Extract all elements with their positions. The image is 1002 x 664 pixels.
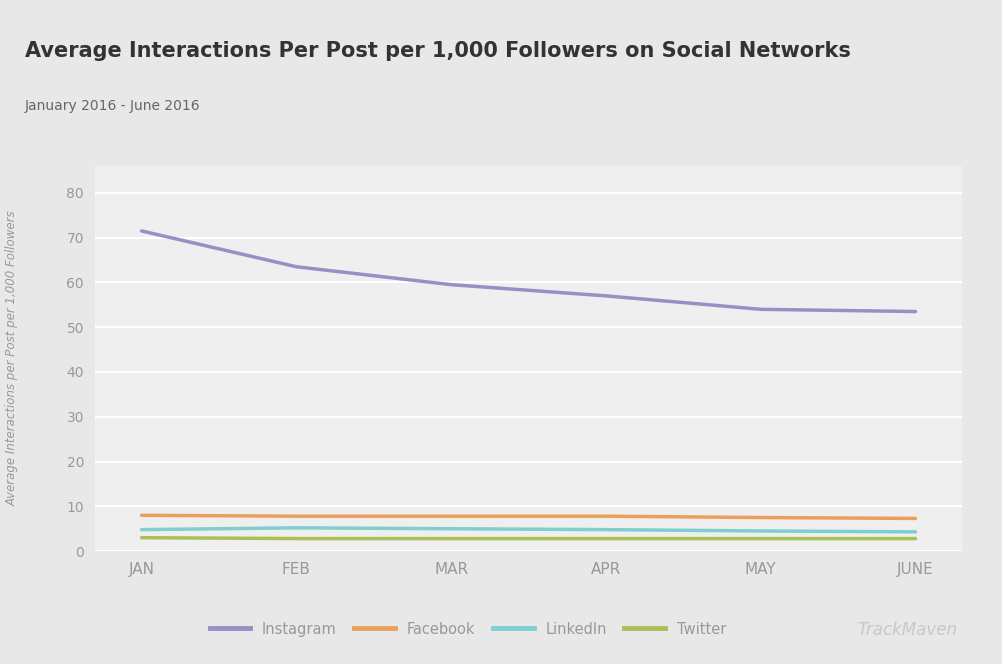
Text: January 2016 - June 2016: January 2016 - June 2016: [25, 100, 200, 114]
Text: TrackMaven: TrackMaven: [857, 621, 957, 639]
Text: Average Interactions per Post per 1,000 Followers: Average Interactions per Post per 1,000 …: [6, 210, 18, 507]
Text: Average Interactions Per Post per 1,000 Followers on Social Networks: Average Interactions Per Post per 1,000 …: [25, 41, 851, 61]
Legend: Instagram, Facebook, LinkedIn, Twitter: Instagram, Facebook, LinkedIn, Twitter: [203, 616, 732, 643]
